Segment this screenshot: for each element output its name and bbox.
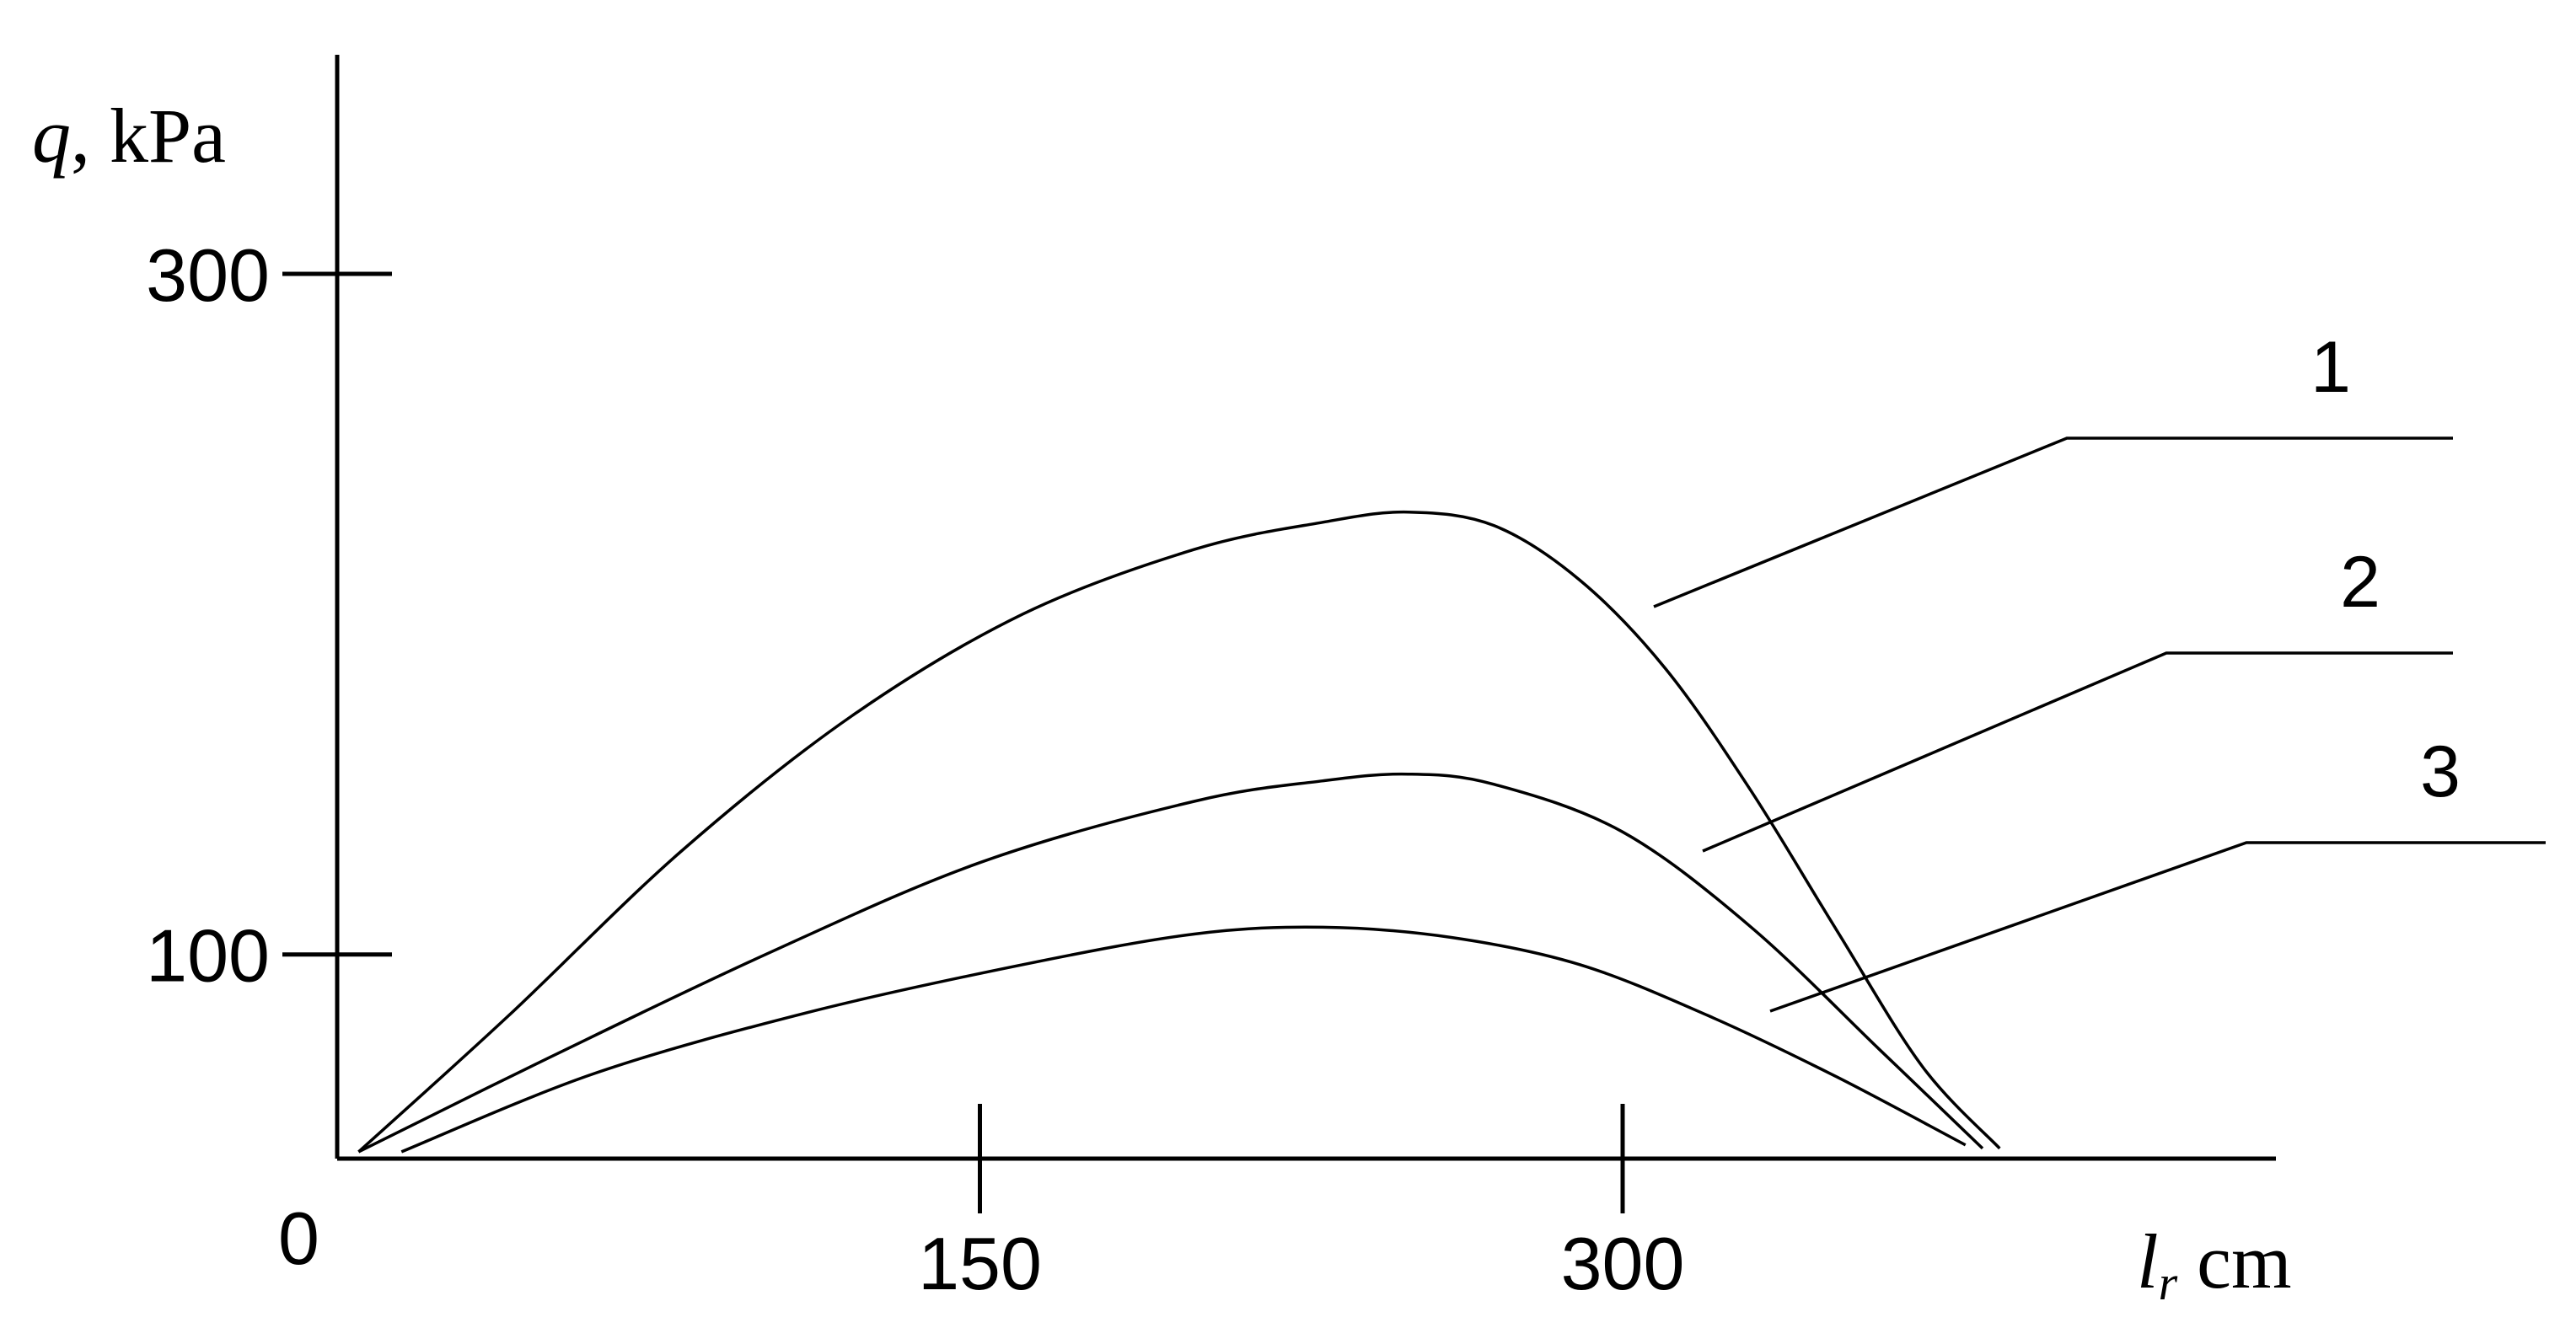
ticks: 150 300 100 300 [146,233,1684,1305]
x-axis-label: lr cm [2137,1218,2292,1310]
x-axis-unit: cm [2177,1218,2291,1304]
series-2-label: 2 [2340,542,2380,623]
series-2-leader [1702,651,2453,853]
legend: 1 2 3 [1653,327,2546,1013]
series-3-line [400,925,1967,1154]
x-axis-symbol: l [2137,1218,2159,1304]
y-tick-label-300: 300 [146,233,270,317]
y-axis-unit: , kPa [71,93,226,179]
y-tick-label-100: 100 [146,914,270,998]
x-tick-label-150: 150 [918,1222,1042,1305]
y-axis-label: q, kPa [32,93,226,179]
series-3-leader [1769,841,2546,1013]
series-1-leader [1653,436,2453,608]
x-axis-subscript: r [2159,1256,2178,1310]
series-1-line [357,510,2001,1154]
curves [357,510,2001,1154]
y-axis-symbol: q [32,93,71,179]
series-1-label: 1 [2310,327,2351,408]
series-3-label: 3 [2420,731,2461,812]
origin-label: 0 [278,1197,319,1280]
series-2-line [357,772,1984,1154]
x-tick-label-300: 300 [1561,1222,1685,1305]
